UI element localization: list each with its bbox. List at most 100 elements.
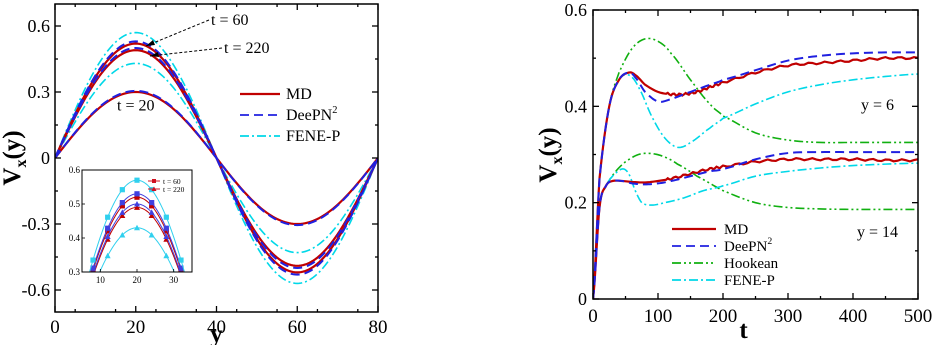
arrow-t60 <box>145 19 210 47</box>
inset-triangle-marker <box>104 233 111 239</box>
inset-square-marker <box>119 187 125 193</box>
legend-label: DeePN2 <box>724 236 772 255</box>
inset-triangle-marker <box>104 252 111 259</box>
annotation-t220: t = 220 <box>224 40 269 57</box>
legend-label: MD <box>724 222 748 238</box>
series-hookean-line <box>593 152 918 299</box>
x-tick-label: 0 <box>588 306 598 327</box>
velocity-profile-chart: 0 20 40 60 80 -0.6 -0.3 0 0.3 0.6 y Vx(y) MD DeePN2 FE… <box>0 3 388 345</box>
inset-square-marker <box>105 225 111 231</box>
inset-square-marker <box>134 191 140 197</box>
inset-triangle-marker <box>119 212 126 219</box>
legend-label-superscript: 2 <box>332 105 337 116</box>
legend-label: DeePN2 <box>286 105 337 124</box>
inset-triangle-marker <box>163 252 170 259</box>
inset-triangle-marker <box>134 201 140 207</box>
inset-triangle-marker <box>178 285 184 291</box>
arrow-head-t60 <box>146 40 155 46</box>
inset-square-marker <box>178 265 184 271</box>
x-tick-label: 100 <box>644 306 673 327</box>
inset-triangle-marker <box>90 285 96 291</box>
inset-y-tick-label: 0.3 <box>69 267 81 277</box>
inset-triangle-marker <box>134 204 140 210</box>
inset-square-marker <box>149 187 155 193</box>
y-tick-label: 0.2 <box>565 193 588 213</box>
inset-triangle-marker <box>163 233 170 239</box>
y-axis-label-main: V <box>0 168 26 186</box>
y-axis-label-subscript: x <box>549 157 566 165</box>
x-tick-label: 20 <box>126 317 145 338</box>
series-hookean-line <box>593 37 918 299</box>
x-tick-label: 500 <box>904 306 933 327</box>
inset-legend-square-marker <box>152 179 156 183</box>
inset-x-tick-label: 20 <box>133 275 143 285</box>
inset-square-marker <box>119 203 125 209</box>
legend-label-main: MD <box>724 222 748 238</box>
inset-square-marker <box>134 177 140 183</box>
series-deepn2-line <box>55 46 378 270</box>
inset-square-marker <box>90 265 96 271</box>
inset-square-marker <box>163 225 169 231</box>
inset-triangle-marker <box>119 231 126 238</box>
y-axis-label-text: Vx(y) <box>535 127 566 182</box>
x-tick-label: 60 <box>288 317 307 338</box>
inset-triangle-marker <box>119 209 126 215</box>
legend-label-main: FENE-P <box>286 128 340 145</box>
series-deepn2-line <box>593 151 918 299</box>
y-tick-label: 0 <box>41 148 50 168</box>
inset-y-tick-label: 0.5 <box>69 199 81 209</box>
inset-curves <box>89 177 185 291</box>
x-axis-label: y <box>210 321 223 345</box>
x-axis-label: t <box>739 317 748 344</box>
y-tick-label: 0 <box>578 289 587 309</box>
x-tick-label: 400 <box>839 306 868 327</box>
annotation-y6: y = 6 <box>861 97 894 114</box>
inset-x-tick-label: 10 <box>96 275 106 285</box>
series-deepn2-line <box>55 40 378 276</box>
legend-label: FENE-P <box>724 273 775 289</box>
arrow-head-t220 <box>150 52 159 57</box>
y-axis-label-tail: (y) <box>535 127 562 156</box>
x-tick-label: 200 <box>709 306 738 327</box>
annotation-t60: t = 60 <box>211 12 248 29</box>
annotation-t20: t = 20 <box>117 98 154 115</box>
y-axis-label-main: V <box>535 165 562 183</box>
inset-y-tick-label: 0.4 <box>69 233 81 243</box>
inset-square-marker <box>134 194 140 200</box>
inset-legend-triangle-marker <box>151 186 157 191</box>
inset-square-marker <box>163 228 169 234</box>
legend-label: Hookean <box>724 256 779 272</box>
legend-label-main: DeePN <box>286 107 333 124</box>
inset-square-marker <box>149 203 155 209</box>
inset-triangle-marker <box>134 224 140 231</box>
legend-label-superscript: 2 <box>767 236 772 247</box>
inset-triangle-marker <box>178 273 184 279</box>
series-md-line <box>593 157 918 299</box>
curves <box>593 37 918 299</box>
curves <box>55 31 378 285</box>
inset-triangle-marker <box>148 209 155 215</box>
legend-label: FENE-P <box>286 128 340 145</box>
inset-triangle-marker <box>148 212 155 219</box>
y-axis-label-tail: (y) <box>0 130 26 159</box>
annotation-y14: y = 14 <box>857 224 898 241</box>
inset-legend-label: t = 60 <box>163 177 181 186</box>
inset-legend-label: t = 220 <box>163 185 185 194</box>
inset-square-marker <box>163 214 169 220</box>
legend-label-main: MD <box>286 86 312 103</box>
inset-square-marker <box>119 200 125 206</box>
velocity-time-chart: 0 100 200 300 400 500 0 0.2 0.4 0.6 t Vx(y) MDDeePN2… <box>535 0 932 344</box>
legend-label-main: Hookean <box>724 256 779 272</box>
series-fene-p-line <box>593 162 918 299</box>
y-tick-label: 0.3 <box>28 82 51 102</box>
inset-square-marker <box>105 214 111 220</box>
y-tick-label: -0.6 <box>22 280 51 300</box>
x-tick-label: 40 <box>207 317 226 338</box>
y-tick-label: -0.3 <box>22 214 51 234</box>
legend-label-main: FENE-P <box>724 273 775 289</box>
inset-square-marker <box>149 200 155 206</box>
inset-square-marker <box>178 257 184 263</box>
inset-triangle-marker <box>148 231 155 238</box>
x-tick-label: 80 <box>369 317 388 338</box>
